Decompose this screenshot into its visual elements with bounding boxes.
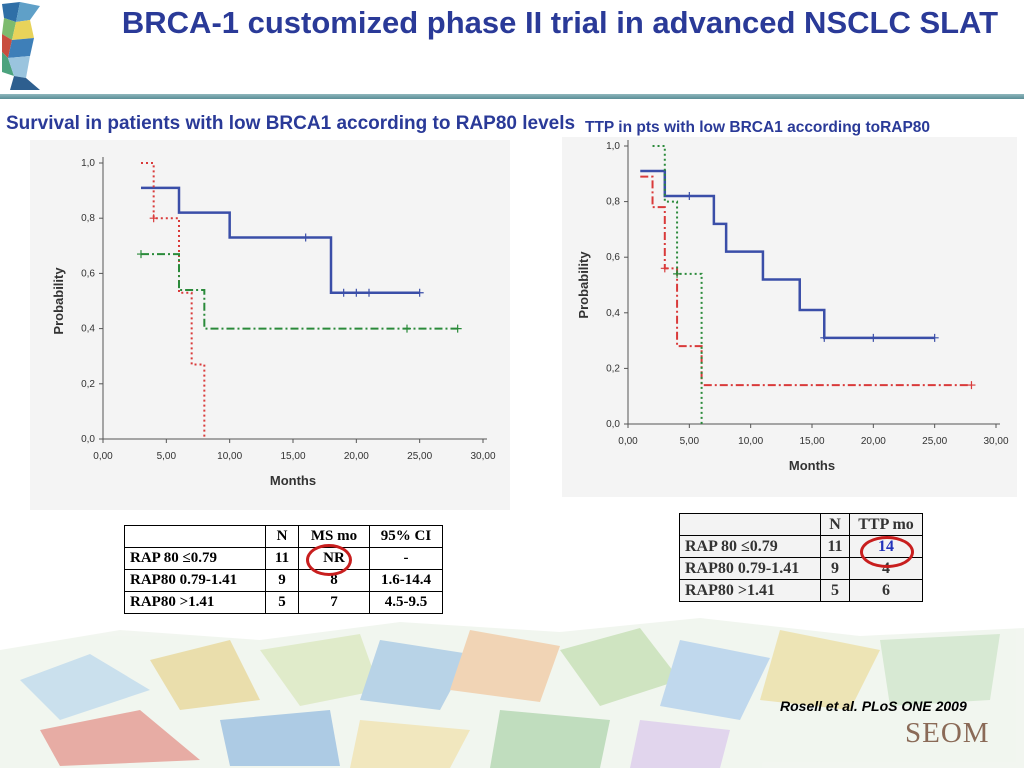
table-cell: 1.6-14.4 xyxy=(369,569,443,592)
table-header-row: N MS mo 95% CI xyxy=(124,525,443,548)
table-header-cell: TTP mo xyxy=(849,513,923,536)
x-tick-label: 10,00 xyxy=(217,451,242,462)
table-row: RAP80 >1.41 5 7 4.5-9.5 xyxy=(124,591,443,614)
censor-mark xyxy=(365,288,373,297)
table-cell: - xyxy=(369,547,443,570)
table-header-cell xyxy=(124,525,266,548)
y-tick-label: 1,0 xyxy=(81,158,95,169)
right-chart-heading: TTP in pts with low BRCA1 according toRA… xyxy=(585,119,931,136)
x-tick-label: 25,00 xyxy=(407,451,432,462)
table-cell: 9 xyxy=(265,569,299,592)
y-axis-label: Probability xyxy=(51,267,66,335)
censor-mark xyxy=(930,333,939,342)
survival-chart: 0,0 0,2 0,4 0,6 0,8 1,0 0,00 5,00 10,00 15,00 20,0… xyxy=(30,140,510,510)
series-line xyxy=(141,253,458,330)
left-chart-heading: Survival in patients with low BRCA1 acco… xyxy=(6,113,576,134)
table-cell: 6 xyxy=(849,579,923,602)
censor-mark xyxy=(660,264,669,273)
censor-mark xyxy=(967,381,976,390)
citation-text: Rosell et al. PLoS ONE 2009 xyxy=(780,698,967,714)
table-row: RAP 80 ≤0.79 11 NR - xyxy=(124,547,443,570)
table-cell: RAP 80 ≤0.79 xyxy=(679,535,821,558)
y-tick-label: 0,0 xyxy=(606,419,620,430)
plot-background xyxy=(30,140,510,510)
censor-mark xyxy=(339,288,348,297)
censor-mark xyxy=(149,214,158,223)
x-tick-label: 5,00 xyxy=(157,451,177,462)
seom-logo: SEOM xyxy=(905,717,990,749)
x-tick-label: 15,00 xyxy=(280,451,305,462)
table-cell: 5 xyxy=(265,591,299,614)
table-header-cell: 95% CI xyxy=(369,525,443,548)
censor-mark xyxy=(301,233,310,242)
table-cell: 5 xyxy=(820,579,850,602)
x-tick-label: 0,00 xyxy=(618,436,638,447)
table-header-cell: N xyxy=(820,513,850,536)
table-cell: RAP80 >1.41 xyxy=(679,579,821,602)
y-tick-label: 0,6 xyxy=(606,252,620,263)
series-line xyxy=(141,186,420,294)
y-tick-label: 1,0 xyxy=(606,141,620,152)
y-axis-label: Probability xyxy=(576,251,591,319)
table-header-cell: N xyxy=(265,525,299,548)
highlight-oval xyxy=(306,544,352,576)
y-tick-label: 0,2 xyxy=(81,379,95,390)
x-tick-label: 30,00 xyxy=(983,436,1008,447)
y-tick-label: 0,0 xyxy=(81,434,95,445)
ttp-chart: 0,0 0,2 0,4 0,6 0,8 1,0 0,00 5,00 10,00 15,00 20,0… xyxy=(562,137,1017,497)
series-line xyxy=(652,145,703,424)
series-line xyxy=(640,175,972,387)
censor-mark xyxy=(820,333,829,342)
mosaic-background-image xyxy=(0,618,1024,768)
x-tick-label: 20,00 xyxy=(861,436,886,447)
censor-mark xyxy=(685,192,694,201)
x-tick-label: 25,00 xyxy=(922,436,947,447)
survival-table: N MS mo 95% CI RAP 80 ≤0.79 11 NR - RAP8… xyxy=(124,525,443,614)
censor-mark xyxy=(403,324,411,333)
x-axis-label: Months xyxy=(789,458,835,473)
censor-mark xyxy=(415,288,424,297)
plot-background xyxy=(562,137,1017,497)
table-cell: RAP 80 ≤0.79 xyxy=(124,547,266,570)
x-axis-label: Months xyxy=(270,473,316,488)
series-line xyxy=(640,169,935,340)
table-row: RAP80 0.79-1.41 9 8 1.6-14.4 xyxy=(124,569,443,592)
y-tick-label: 0,6 xyxy=(81,268,95,279)
censor-mark xyxy=(137,250,145,259)
slide-title: BRCA-1 customized phase II trial in adva… xyxy=(121,5,999,40)
censor-mark xyxy=(453,324,462,333)
x-tick-label: 5,00 xyxy=(680,436,700,447)
table-cell: RAP80 >1.41 xyxy=(124,591,266,614)
censor-mark xyxy=(673,269,682,278)
table-cell: RAP80 0.79-1.41 xyxy=(679,557,821,580)
series-line xyxy=(141,162,206,439)
corner-logo-image xyxy=(0,0,44,92)
y-tick-label: 0,8 xyxy=(81,213,95,224)
table-cell: 11 xyxy=(265,547,299,570)
y-tick-label: 0,4 xyxy=(81,324,95,335)
table-cell: RAP80 0.79-1.41 xyxy=(124,569,266,592)
highlight-oval xyxy=(860,536,914,568)
censor-mark xyxy=(352,288,361,297)
censor-mark xyxy=(869,333,878,342)
x-tick-label: 30,00 xyxy=(470,451,495,462)
x-tick-label: 20,00 xyxy=(344,451,369,462)
x-tick-label: 0,00 xyxy=(93,451,113,462)
table-header-row: N TTP mo xyxy=(679,513,923,536)
table-cell: 9 xyxy=(820,557,850,580)
y-tick-label: 0,8 xyxy=(606,197,620,208)
x-tick-label: 10,00 xyxy=(738,436,763,447)
table-header-cell xyxy=(679,513,821,536)
table-cell: 4.5-9.5 xyxy=(369,591,443,614)
y-tick-label: 0,4 xyxy=(606,308,620,319)
x-tick-label: 15,00 xyxy=(799,436,824,447)
title-divider xyxy=(0,94,1024,99)
table-cell: 11 xyxy=(820,535,850,558)
table-row: RAP80 >1.41 5 6 xyxy=(679,579,923,602)
y-tick-label: 0,2 xyxy=(606,363,620,374)
